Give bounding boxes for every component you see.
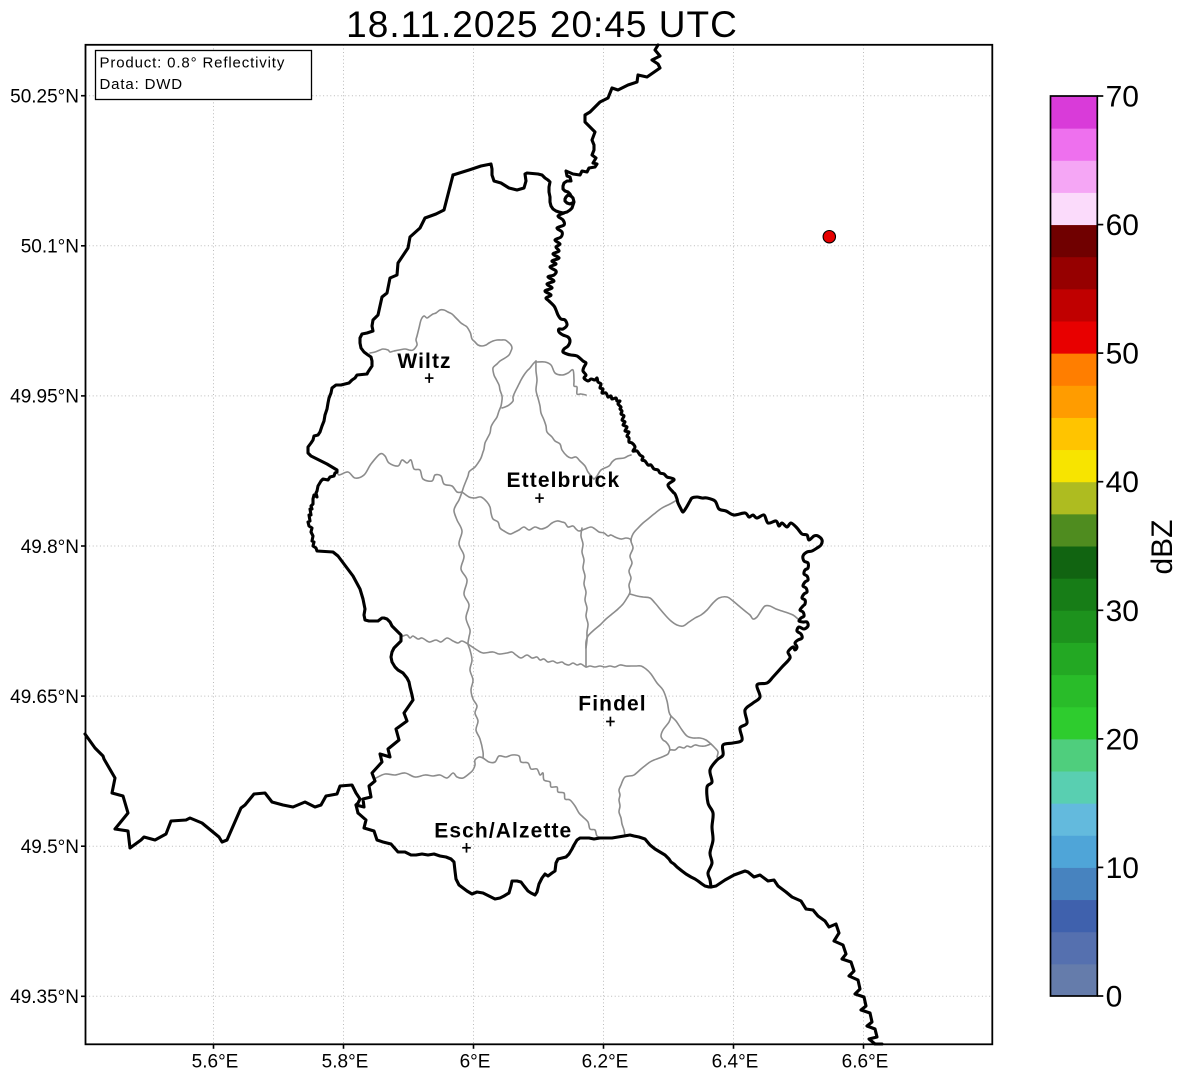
svg-text:50.1°N: 50.1°N: [21, 237, 79, 258]
svg-text:50.25°N: 50.25°N: [10, 87, 79, 108]
svg-text:Data: DWD: Data: DWD: [100, 76, 184, 93]
svg-text:49.95°N: 49.95°N: [10, 387, 79, 408]
svg-text:0: 0: [1106, 981, 1123, 1014]
svg-text:Ettelbruck: Ettelbruck: [507, 469, 621, 492]
svg-text:Wiltz: Wiltz: [397, 350, 451, 373]
svg-text:40: 40: [1106, 466, 1139, 499]
svg-text:30: 30: [1106, 595, 1139, 628]
svg-text:70: 70: [1106, 81, 1139, 114]
svg-text:18.11.2025 20:45 UTC: 18.11.2025 20:45 UTC: [346, 4, 738, 45]
svg-text:49.5°N: 49.5°N: [21, 837, 79, 858]
svg-text:Findel: Findel: [578, 693, 646, 716]
svg-text:Product: 0.8° Reflectivity: Product: 0.8° Reflectivity: [100, 55, 286, 72]
svg-text:5.8°E: 5.8°E: [322, 1051, 369, 1072]
svg-text:50: 50: [1106, 338, 1139, 371]
svg-text:20: 20: [1106, 723, 1139, 756]
svg-text:49.35°N: 49.35°N: [10, 987, 79, 1008]
svg-text:5.6°E: 5.6°E: [192, 1051, 239, 1072]
svg-text:Esch/Alzette: Esch/Alzette: [434, 820, 572, 843]
svg-text:10: 10: [1106, 852, 1139, 885]
svg-text:6°E: 6°E: [460, 1051, 491, 1072]
svg-text:49.8°N: 49.8°N: [21, 537, 79, 558]
svg-text:6.4°E: 6.4°E: [712, 1051, 759, 1072]
svg-text:49.65°N: 49.65°N: [10, 687, 79, 708]
svg-text:6.6°E: 6.6°E: [842, 1051, 889, 1072]
svg-text:60: 60: [1106, 209, 1139, 242]
svg-text:6.2°E: 6.2°E: [582, 1051, 629, 1072]
svg-text:dBZ: dBZ: [1146, 519, 1179, 574]
